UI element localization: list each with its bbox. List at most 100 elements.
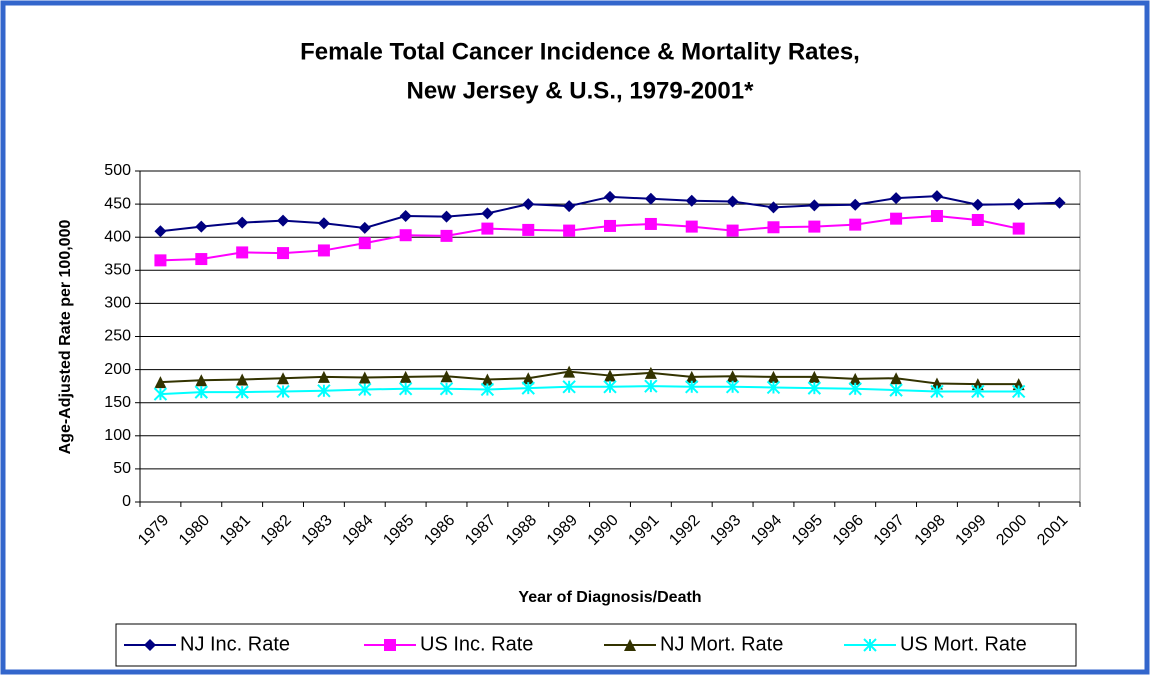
legend: NJ Inc. Rate US Inc. Rate NJ Mort. Rate US … <box>115 623 1077 667</box>
marker <box>603 380 617 394</box>
marker <box>849 218 862 231</box>
y-tick-label: 350 <box>104 262 131 279</box>
series-line <box>160 215 1019 262</box>
marker <box>930 190 943 203</box>
legend-box <box>115 623 1077 667</box>
marker <box>522 198 535 211</box>
marker <box>624 639 636 651</box>
marker <box>481 373 494 386</box>
marker <box>1011 384 1026 399</box>
marker <box>971 198 984 211</box>
marker <box>358 237 371 250</box>
marker <box>154 225 167 238</box>
legend-label: NJ Mort. Rate <box>660 633 783 655</box>
marker <box>644 366 657 379</box>
marker <box>685 370 698 383</box>
marker <box>1053 196 1066 209</box>
marker <box>277 214 290 227</box>
marker <box>563 365 576 378</box>
marker <box>1012 222 1025 235</box>
marker <box>317 217 330 230</box>
marker <box>153 387 168 401</box>
marker <box>144 639 156 651</box>
marker <box>930 210 943 223</box>
marker <box>930 377 943 390</box>
y-tick-label: 500 <box>104 162 131 179</box>
marker <box>562 380 576 394</box>
marker <box>522 223 535 236</box>
marker <box>399 210 412 223</box>
marker <box>767 221 780 234</box>
marker <box>807 381 822 395</box>
marker <box>725 380 740 394</box>
y-tick-label: 100 <box>104 427 131 444</box>
series-line <box>160 370 1019 386</box>
marker <box>644 217 657 230</box>
legend-label: NJ Inc. Rate <box>180 633 290 655</box>
marker <box>521 381 535 395</box>
marker <box>808 199 821 212</box>
marker <box>358 371 371 384</box>
marker <box>236 373 249 386</box>
marker <box>726 195 739 208</box>
marker <box>384 639 396 651</box>
y-tick-label: 250 <box>104 328 131 345</box>
marker <box>235 385 249 399</box>
marker <box>154 254 167 267</box>
marker <box>195 374 208 387</box>
marker <box>481 222 494 235</box>
marker <box>480 382 495 397</box>
marker <box>863 638 877 652</box>
marker <box>563 224 576 237</box>
marker <box>808 370 821 383</box>
marker <box>522 372 535 385</box>
marker <box>971 213 984 226</box>
marker <box>439 382 454 396</box>
chart-title: New Jersey & U.S., 1979-2001* <box>407 77 755 104</box>
marker <box>767 370 780 383</box>
y-tick-label: 150 <box>104 394 131 411</box>
marker <box>236 216 249 229</box>
y-tick-label: 0 <box>122 493 131 510</box>
chart-title: Female Total Cancer Incidence & Mortalit… <box>300 38 860 65</box>
legend-label: US Inc. Rate <box>420 633 533 655</box>
marker <box>1012 198 1025 211</box>
marker <box>685 220 698 233</box>
y-tick-label: 300 <box>104 295 131 312</box>
marker <box>358 382 372 397</box>
marker <box>685 194 698 207</box>
marker <box>276 384 290 399</box>
marker <box>890 192 903 205</box>
marker <box>563 200 576 213</box>
marker <box>890 372 903 385</box>
marker <box>399 370 412 383</box>
marker <box>644 192 657 205</box>
marker <box>440 229 453 242</box>
marker <box>848 382 862 396</box>
marker <box>277 247 290 260</box>
marker <box>398 382 413 396</box>
marker <box>971 384 985 399</box>
marker <box>154 376 167 389</box>
y-axis-label: Age-Adjusted Rate per 100,000 <box>57 220 74 455</box>
marker <box>930 384 944 399</box>
marker <box>808 220 821 233</box>
marker <box>358 221 371 234</box>
marker <box>849 372 862 385</box>
marker <box>685 380 699 394</box>
marker <box>440 210 453 223</box>
marker <box>889 383 903 397</box>
y-tick-label: 200 <box>104 361 131 378</box>
marker <box>317 370 330 383</box>
marker <box>277 372 290 385</box>
marker <box>195 253 208 266</box>
marker <box>604 219 616 232</box>
marker <box>440 370 453 383</box>
y-tick-label: 400 <box>104 228 131 245</box>
marker <box>726 224 739 237</box>
marker <box>644 379 658 393</box>
marker <box>481 207 494 220</box>
marker <box>195 220 208 233</box>
